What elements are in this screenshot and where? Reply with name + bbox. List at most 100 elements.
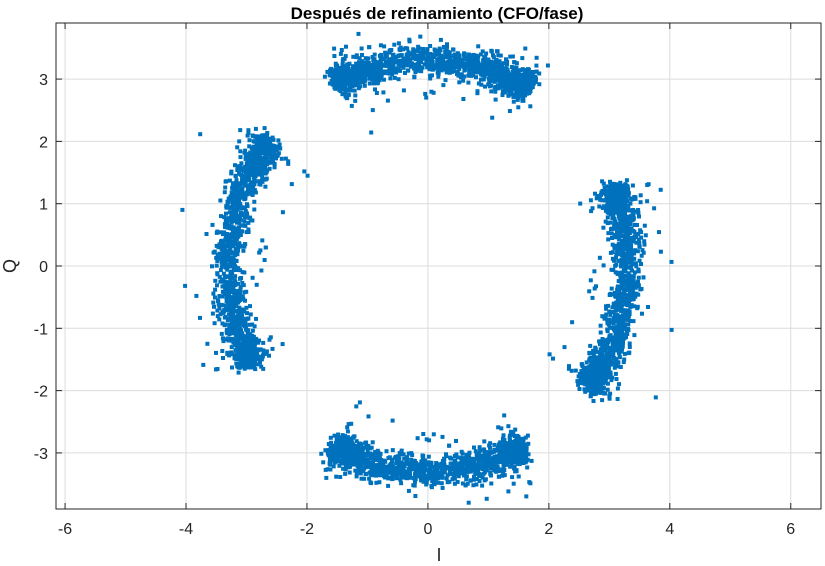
data-point: [241, 283, 246, 288]
data-point: [477, 459, 481, 463]
data-point: [440, 467, 444, 471]
data-point: [525, 433, 530, 438]
data-point: [371, 76, 376, 81]
data-point: [215, 283, 219, 288]
data-point: [395, 458, 399, 463]
data-point: [498, 67, 503, 72]
data-point: [383, 50, 388, 55]
data-point: [419, 467, 424, 472]
data-point: [395, 472, 400, 477]
data-point: [501, 433, 506, 438]
data-point: [356, 73, 361, 78]
data-point: [345, 75, 349, 79]
data-point: [501, 473, 506, 478]
data-point: [239, 190, 244, 195]
data-point: [532, 74, 537, 79]
data-point: [359, 69, 364, 74]
data-point: [492, 79, 497, 84]
data-point: [457, 80, 462, 85]
data-point: [403, 71, 407, 75]
data-point: [357, 63, 362, 68]
data-point: [246, 130, 251, 135]
data-point: [225, 352, 230, 357]
data-point: [523, 78, 528, 83]
data-point: [509, 452, 514, 457]
data-point: [340, 92, 345, 97]
data-point: [382, 44, 387, 49]
data-point: [237, 353, 242, 358]
data-point: [481, 77, 486, 82]
data-point: [226, 199, 231, 204]
data-point: [242, 150, 247, 155]
data-point: [268, 140, 273, 144]
data-point: [217, 294, 222, 298]
data-point: [496, 70, 501, 75]
data-point: [230, 218, 235, 222]
data-point: [334, 447, 339, 452]
data-point: [525, 465, 530, 470]
data-point: [604, 312, 609, 317]
data-point: [224, 244, 229, 248]
data-point: [231, 208, 236, 213]
data-point: [359, 462, 364, 467]
data-point: [228, 276, 233, 281]
data-point: [476, 81, 481, 86]
data-point: [469, 57, 474, 62]
data-point: [380, 460, 385, 465]
data-point: [489, 78, 494, 82]
data-point: [471, 483, 476, 488]
data-point: [257, 338, 261, 343]
data-point: [270, 346, 275, 351]
data-point: [335, 74, 340, 79]
data-point: [219, 260, 224, 265]
data-point: [375, 455, 379, 460]
data-point: [424, 480, 429, 485]
data-point: [498, 85, 503, 90]
data-point: [261, 140, 266, 145]
data-point: [440, 434, 445, 439]
data-point: [213, 295, 217, 300]
data-point: [241, 213, 246, 218]
data-point: [505, 88, 510, 93]
data-point: [466, 500, 471, 505]
data-point: [488, 472, 493, 476]
data-point: [223, 185, 228, 190]
data-point: [487, 452, 492, 457]
data-point: [258, 141, 263, 146]
data-point: [252, 324, 257, 329]
data-point: [479, 82, 484, 87]
data-point: [373, 78, 378, 83]
data-point: [261, 366, 266, 371]
data-point: [238, 346, 243, 351]
data-point: [216, 245, 221, 250]
data-point: [419, 54, 424, 59]
data-point: [495, 464, 500, 469]
data-point: [418, 65, 422, 70]
data-point: [242, 206, 247, 211]
data-point: [606, 237, 611, 242]
data-point: [521, 439, 526, 444]
data-point: [255, 147, 260, 151]
data-point: [222, 253, 227, 258]
data-point: [328, 454, 333, 459]
data-point: [334, 70, 339, 75]
data-point: [234, 304, 239, 308]
data-point: [327, 73, 332, 78]
data-point: [414, 64, 419, 69]
data-point: [400, 62, 405, 66]
data-point: [351, 435, 356, 440]
data-point: [354, 78, 359, 82]
data-point: [626, 322, 631, 327]
data-point: [249, 349, 254, 354]
data-point: [413, 494, 418, 498]
data-point: [396, 62, 401, 67]
data-point: [245, 152, 250, 157]
data-point: [514, 93, 519, 98]
data-point: [514, 66, 519, 71]
data-point: [373, 87, 377, 92]
data-point: [576, 382, 581, 387]
data-point: [453, 471, 458, 476]
data-point: [431, 480, 436, 485]
data-point: [241, 323, 246, 328]
data-point: [482, 462, 487, 467]
